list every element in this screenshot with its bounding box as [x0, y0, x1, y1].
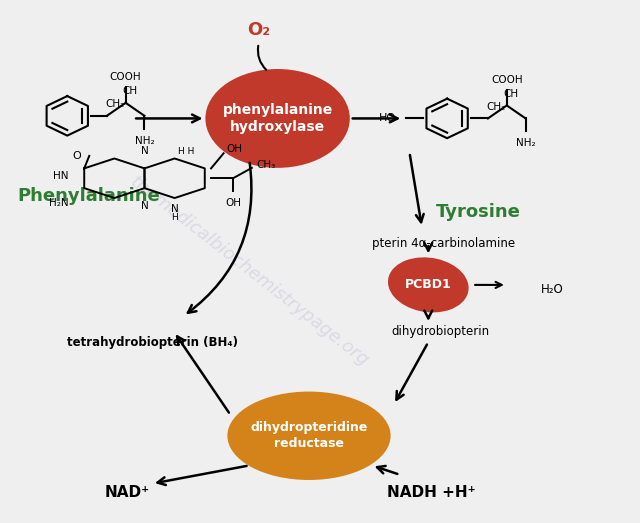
- Text: O₂: O₂: [247, 21, 270, 39]
- Text: OH: OH: [225, 198, 241, 208]
- Text: phenylalanine
hydroxylase: phenylalanine hydroxylase: [223, 103, 333, 134]
- Text: PCBD1: PCBD1: [405, 278, 452, 291]
- Text: Phenylalanine: Phenylalanine: [18, 187, 161, 206]
- Text: N: N: [141, 201, 148, 211]
- Text: H: H: [172, 212, 178, 222]
- Text: CH: CH: [122, 86, 138, 96]
- Text: H₂O: H₂O: [541, 282, 564, 295]
- Text: N: N: [141, 146, 148, 156]
- Text: CH₃: CH₃: [256, 160, 275, 170]
- Text: N: N: [171, 204, 179, 214]
- Text: NAD⁺: NAD⁺: [104, 485, 150, 501]
- Text: tetrahydrobiopterin (BH₄): tetrahydrobiopterin (BH₄): [67, 336, 237, 349]
- Text: dihydropteridine
reductase: dihydropteridine reductase: [250, 421, 367, 450]
- Text: dihydrobiopterin: dihydrobiopterin: [392, 325, 490, 338]
- Text: HO: HO: [378, 113, 396, 123]
- Text: COOH: COOH: [110, 72, 141, 82]
- Ellipse shape: [227, 392, 390, 480]
- Text: O: O: [72, 151, 81, 161]
- Text: CH₂: CH₂: [486, 101, 506, 112]
- Text: OH: OH: [227, 144, 243, 154]
- Text: CH: CH: [504, 89, 519, 99]
- Text: HN: HN: [53, 170, 68, 180]
- Text: NH₂: NH₂: [516, 138, 536, 148]
- Text: NADH +H⁺: NADH +H⁺: [387, 485, 476, 501]
- Ellipse shape: [388, 257, 468, 312]
- Text: NH₂: NH₂: [134, 135, 154, 145]
- Text: Tyrosine: Tyrosine: [436, 203, 521, 221]
- Text: H H: H H: [178, 147, 194, 156]
- Text: pterin 4α-carbinolamine: pterin 4α-carbinolamine: [372, 237, 516, 250]
- Text: COOH: COOH: [491, 75, 523, 85]
- Text: H₂N: H₂N: [49, 198, 68, 208]
- Ellipse shape: [205, 69, 350, 168]
- Text: CH₂: CH₂: [106, 99, 125, 109]
- Text: themedicalbiochemistrypage.org: themedicalbiochemistrypage.org: [127, 173, 372, 370]
